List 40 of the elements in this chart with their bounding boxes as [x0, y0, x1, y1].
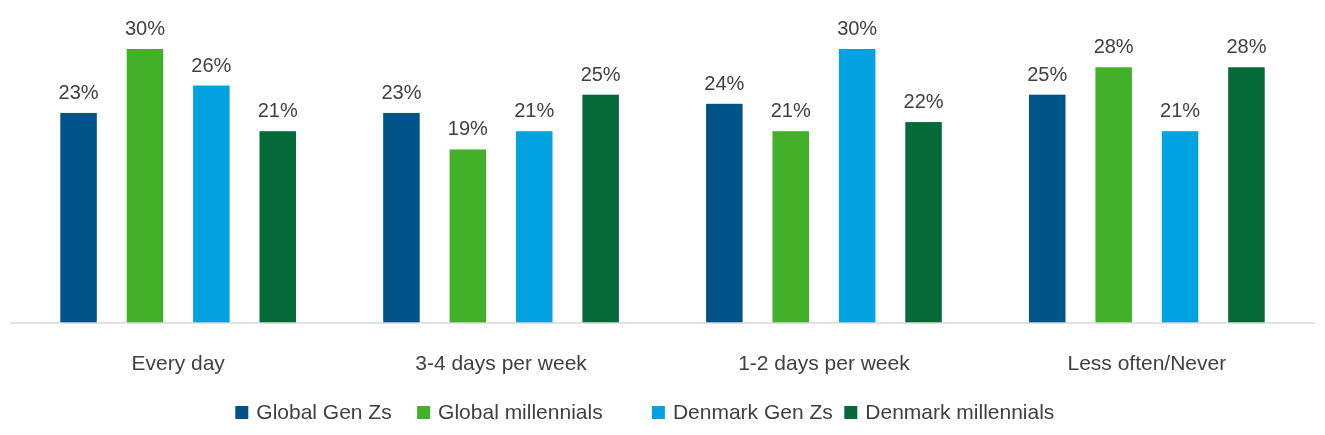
data-label: 21%	[770, 99, 811, 122]
data-label: 21%	[1160, 99, 1201, 122]
legend-label: Global Gen Zs	[256, 400, 392, 423]
data-label: 30%	[837, 17, 878, 39]
legend-label: Global millennials	[438, 400, 603, 423]
bar	[383, 112, 420, 323]
bar	[515, 131, 553, 323]
bar	[1161, 131, 1199, 323]
data-label: 25%	[580, 62, 621, 85]
bar	[193, 85, 230, 323]
bar	[582, 94, 619, 323]
data-label: 24%	[704, 71, 745, 94]
data-label: 30%	[124, 17, 166, 39]
bar	[1095, 67, 1132, 323]
bar	[838, 49, 876, 323]
bar	[449, 149, 487, 323]
data-label: 19%	[447, 117, 489, 140]
x-tick-label: Every day	[131, 351, 226, 374]
data-label: 23%	[381, 80, 422, 103]
x-tick-label: 1-2 days per week	[738, 351, 911, 374]
bar	[1228, 67, 1265, 323]
bar	[1028, 94, 1066, 323]
data-label: 23%	[58, 80, 99, 103]
data-label: 21%	[514, 99, 555, 122]
bar	[772, 131, 810, 323]
bar	[60, 112, 97, 323]
data-label: 22%	[903, 90, 944, 113]
x-tick-label: Less often/Never	[1067, 351, 1227, 374]
bar	[706, 103, 743, 323]
legend-label: Denmark Gen Zs	[672, 400, 833, 423]
bar	[126, 49, 164, 323]
data-label: 25%	[1027, 62, 1068, 85]
legend-label: Denmark millennials	[865, 400, 1055, 423]
bar	[905, 122, 942, 323]
data-label: 26%	[191, 53, 232, 76]
bar	[259, 131, 297, 323]
data-label: 21%	[257, 99, 298, 122]
data-label: 28%	[1226, 35, 1267, 58]
data-label: 28%	[1093, 35, 1134, 58]
x-tick-label: 3-4 days per week	[415, 351, 588, 374]
